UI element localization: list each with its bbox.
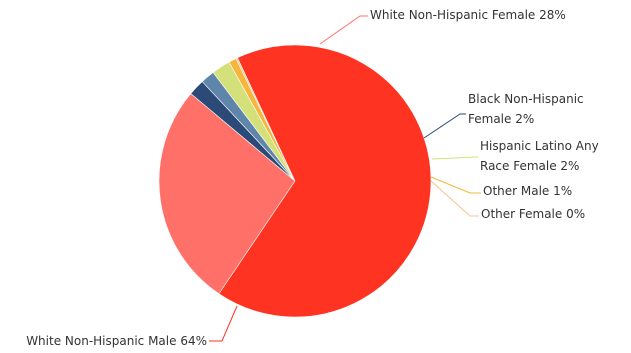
slice-label-other-female: Other Female 0% <box>481 207 585 221</box>
slice-label-black-non-hispanic-female: Black Non-Hispanic Female 2% <box>468 92 584 126</box>
label-connector-other-female <box>430 180 479 217</box>
connectors-layer <box>209 15 481 342</box>
pie-slice-white-non-hispanic-female[interactable] <box>158 93 296 295</box>
label-connector-black-non-hispanic-female <box>423 113 466 139</box>
label-connector-white-non-hispanic-male <box>209 305 238 342</box>
label-connector-hispanic-latino-any-race-female <box>431 156 478 160</box>
slice-label-line: Female 2% <box>468 112 534 126</box>
slice-label-line: White Non-Hispanic Female 28% <box>370 8 566 22</box>
slice-label-hispanic-latino-any-race-female: Hispanic Latino Any Race Female 2% <box>480 139 599 173</box>
slices-layer <box>158 44 432 318</box>
slice-label-other-male: Other Male 1% <box>483 184 572 198</box>
slice-label-white-non-hispanic-female: White Non-Hispanic Female 28% <box>370 8 566 22</box>
slice-label-white-non-hispanic-male: White Non-Hispanic Male 64% <box>26 334 207 348</box>
slice-label-line: Other Male 1% <box>483 184 572 198</box>
label-connector-white-non-hispanic-female <box>319 15 368 45</box>
slice-label-line: Other Female 0% <box>481 207 585 221</box>
label-connector-other-male <box>430 176 481 194</box>
pie-slice-white-non-hispanic-male[interactable] <box>218 44 432 318</box>
slice-label-line: Race Female 2% <box>480 159 579 173</box>
slice-label-line: White Non-Hispanic Male 64% <box>26 334 207 348</box>
slice-label-line: Black Non-Hispanic <box>468 92 584 106</box>
slice-label-line: Hispanic Latino Any <box>480 139 599 153</box>
labels-layer: White Non-Hispanic Female 28% Black Non-H… <box>26 8 599 348</box>
